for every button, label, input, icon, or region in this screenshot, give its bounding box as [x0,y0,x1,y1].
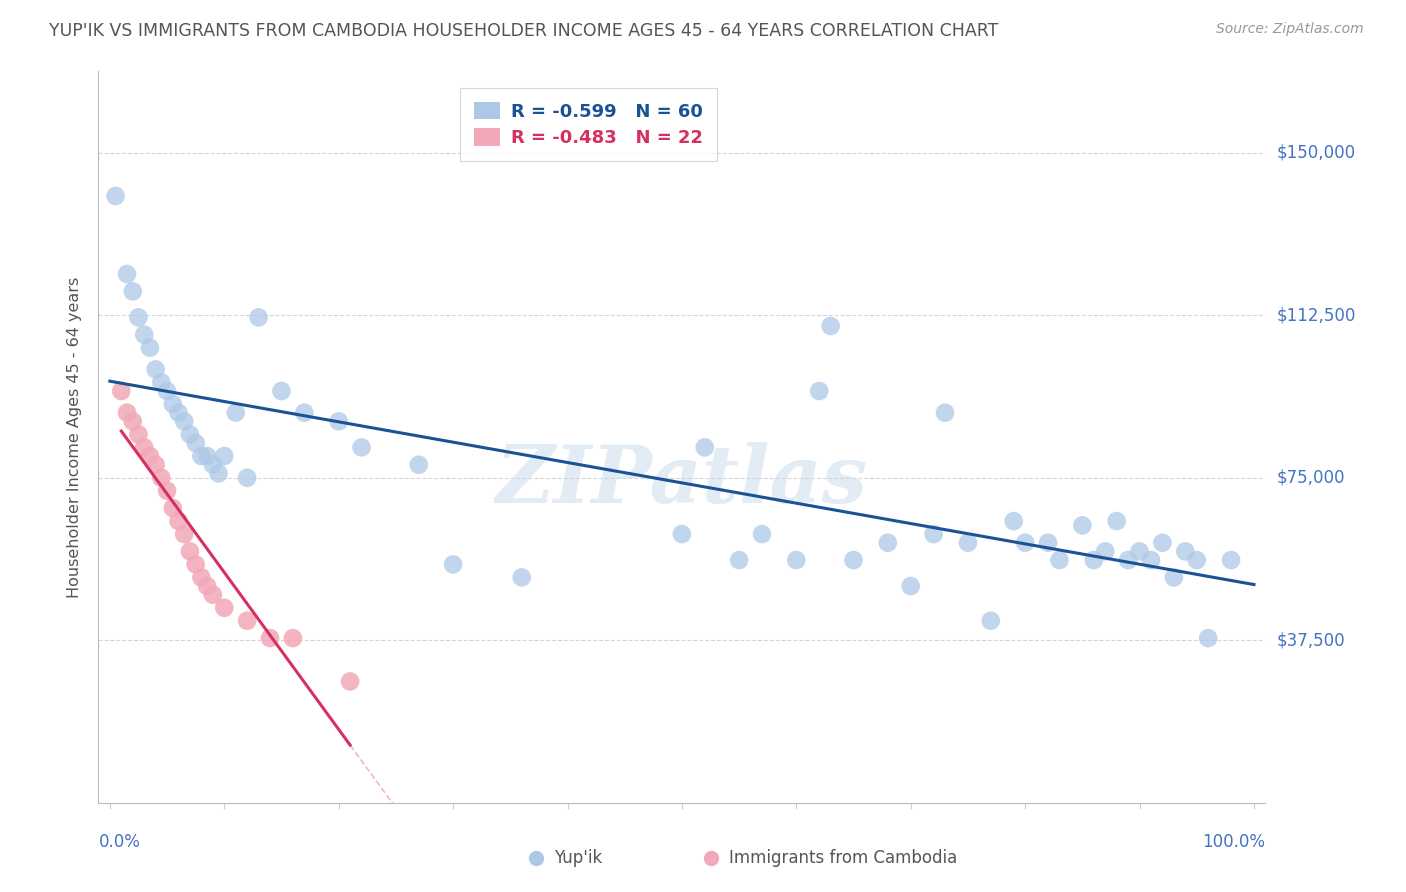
Point [184,436,207,450]
Point [1105,514,1128,528]
Point [1094,544,1116,558]
Point [1140,553,1163,567]
Point [1083,553,1105,567]
Point [1128,544,1150,558]
Point [339,674,361,689]
Point [127,310,149,325]
Point [350,441,373,455]
Point [1220,553,1243,567]
Text: 0.0%: 0.0% [98,833,141,851]
Point [104,189,127,203]
Point [693,441,716,455]
Point [134,327,156,342]
Point [150,376,173,390]
Point [510,570,533,584]
Point [201,458,224,472]
Point [225,406,247,420]
Point [156,483,179,498]
Point [179,544,201,558]
Point [173,414,195,428]
Point [115,267,138,281]
Point [808,384,831,398]
Point [236,614,259,628]
Point [167,406,190,420]
Point [785,553,807,567]
Point [139,449,162,463]
Point [121,414,143,428]
Point [201,588,224,602]
Point [139,341,162,355]
Point [236,471,259,485]
Point [247,310,270,325]
Y-axis label: Householder Income Ages 45 - 64 years: Householder Income Ages 45 - 64 years [67,277,83,598]
Point [292,406,315,420]
Point [408,458,430,472]
Point [110,384,132,398]
Point [1002,514,1025,528]
Point [1197,631,1219,645]
Point [934,406,956,420]
Point [173,527,195,541]
Text: Yup'ik: Yup'ik [554,848,602,867]
Point [195,579,218,593]
Legend: R = -0.599   N = 60, R = -0.483   N = 22: R = -0.599 N = 60, R = -0.483 N = 22 [460,87,717,161]
Text: Source: ZipAtlas.com: Source: ZipAtlas.com [1216,22,1364,37]
Point [115,406,138,420]
Point [190,449,212,463]
Point [900,579,922,593]
Point [980,614,1002,628]
Point [1185,553,1208,567]
Point [167,514,190,528]
Point [1174,544,1197,558]
Point [145,458,167,472]
Point [820,318,842,333]
Point [441,558,464,572]
Point [162,501,184,516]
Point [1049,553,1071,567]
Point [1071,518,1094,533]
Point [671,527,693,541]
Point [842,553,865,567]
Text: YUP'IK VS IMMIGRANTS FROM CAMBODIA HOUSEHOLDER INCOME AGES 45 - 64 YEARS CORRELA: YUP'IK VS IMMIGRANTS FROM CAMBODIA HOUSE… [49,22,998,40]
Point [1036,535,1059,549]
Point [150,471,173,485]
Point [121,285,143,299]
Point [1163,570,1185,584]
Point [127,427,149,442]
Point [922,527,945,541]
Point [162,397,184,411]
Point [214,600,236,615]
Point [328,414,350,428]
Point [1116,553,1139,567]
Text: ZIPatlas: ZIPatlas [496,442,868,520]
Text: $150,000: $150,000 [1277,144,1355,161]
Point [751,527,773,541]
Point [134,441,156,455]
Point [207,467,229,481]
Point [259,631,281,645]
Point [956,535,979,549]
Point [876,535,898,549]
Point [1014,535,1036,549]
Point [156,384,179,398]
Text: Immigrants from Cambodia: Immigrants from Cambodia [728,848,957,867]
Point [1152,535,1174,549]
Point [190,570,212,584]
Point [699,796,721,810]
Point [179,427,201,442]
Point [145,362,167,376]
Text: $75,000: $75,000 [1277,468,1346,487]
Point [195,449,218,463]
Point [270,384,292,398]
Point [527,796,550,810]
Text: $112,500: $112,500 [1277,306,1355,324]
Text: $37,500: $37,500 [1277,632,1346,649]
Point [281,631,304,645]
Point [184,558,207,572]
Point [214,449,236,463]
Text: 100.0%: 100.0% [1202,833,1265,851]
Point [728,553,751,567]
